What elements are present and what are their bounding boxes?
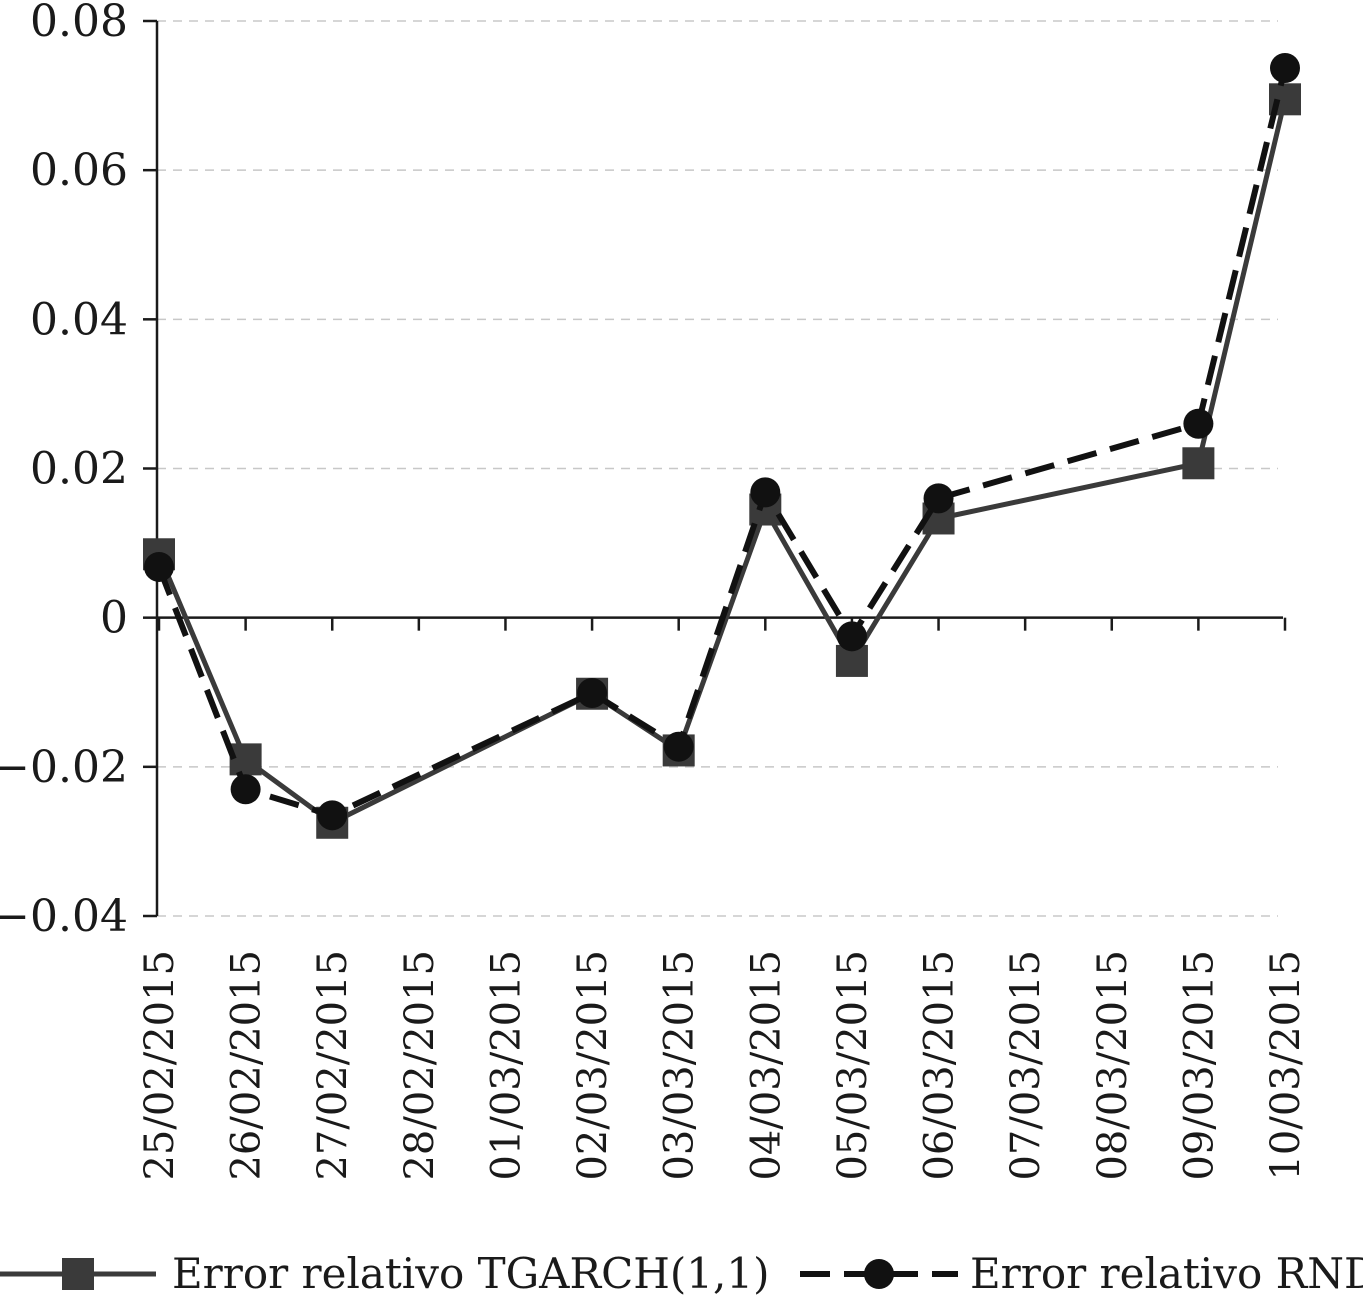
x-tick-label: 01/03/2015: [483, 950, 529, 1181]
legend-item-1: Error relativo TGARCH(1,1): [0, 1249, 769, 1298]
x-tick-label: 07/03/2015: [1003, 950, 1049, 1181]
legend-item-2: Error relativo RND: [800, 1249, 1363, 1298]
square-marker: [1182, 447, 1215, 480]
square-marker: [229, 743, 262, 776]
circle-marker: [864, 1259, 894, 1289]
gridlines: [157, 20, 1278, 917]
circle-marker: [663, 731, 694, 762]
x-tick-label: 27/02/2015: [310, 950, 356, 1181]
y-tick-label: −0.04: [0, 891, 128, 942]
circle-marker: [577, 677, 608, 708]
series-1: [143, 83, 1301, 839]
x-tick-label: 10/03/2015: [1263, 950, 1309, 1181]
x-tick-label: 03/03/2015: [657, 950, 703, 1181]
series-2: [144, 52, 1300, 831]
y-tick-label: 0.04: [30, 294, 128, 345]
x-tick-label: 08/03/2015: [1090, 950, 1136, 1181]
y-tick-label: 0.02: [30, 444, 128, 495]
circle-marker: [1270, 52, 1300, 83]
circle-marker: [317, 800, 348, 831]
legend-label: Error relativo RND: [970, 1249, 1363, 1298]
circle-marker: [750, 477, 781, 508]
x-tick-label: 26/02/2015: [224, 950, 270, 1181]
y-tick-label: 0.08: [30, 0, 128, 47]
circle-marker: [923, 483, 954, 514]
circle-marker: [836, 621, 867, 652]
circle-marker: [144, 551, 174, 582]
x-tick-label: 05/03/2015: [830, 950, 876, 1181]
circle-marker: [1183, 408, 1214, 439]
circle-marker: [230, 774, 261, 805]
square-marker: [62, 1258, 94, 1290]
x-tick-label: 28/02/2015: [397, 950, 443, 1181]
series-line: [156, 98, 1288, 826]
x-tick-label: 02/03/2015: [570, 950, 616, 1181]
x-tick-label: 04/03/2015: [743, 950, 789, 1181]
y-tick-label: 0.06: [30, 145, 128, 196]
x-tick-label: 25/02/2015: [137, 950, 183, 1181]
y-tick-label: −0.02: [0, 742, 128, 793]
series: [143, 52, 1301, 839]
series-line: [156, 67, 1288, 819]
legend-label: Error relativo TGARCH(1,1): [172, 1249, 769, 1298]
y-tick-label: 0: [100, 593, 128, 644]
legend: Error relativo TGARCH(1,1) Error relativo…: [0, 1249, 1363, 1298]
x-tick-label: 06/03/2015: [917, 950, 963, 1181]
x-tick-label: 09/03/2015: [1176, 950, 1222, 1181]
